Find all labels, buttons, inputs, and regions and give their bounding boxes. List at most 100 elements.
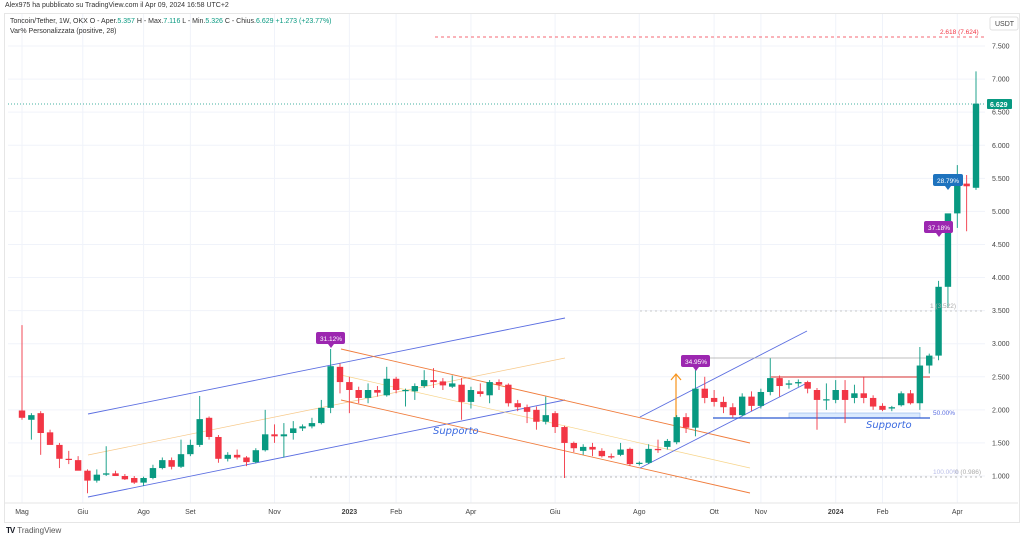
candle[interactable] [205, 416, 213, 440]
candle[interactable] [972, 71, 980, 190]
candle[interactable] [56, 442, 63, 469]
candle[interactable] [439, 378, 447, 391]
candle[interactable] [486, 380, 493, 404]
candle[interactable] [561, 425, 568, 478]
candle[interactable] [570, 441, 578, 453]
candle[interactable] [944, 213, 952, 308]
candle[interactable] [243, 456, 250, 467]
candle[interactable] [346, 376, 353, 414]
candle[interactable] [767, 358, 774, 396]
candle[interactable] [579, 444, 587, 455]
candle[interactable] [140, 476, 147, 486]
candle[interactable] [785, 380, 793, 389]
candle[interactable] [392, 376, 400, 394]
candle[interactable] [46, 429, 54, 445]
candle[interactable] [598, 448, 606, 458]
candle[interactable] [795, 379, 802, 387]
candle[interactable] [888, 405, 896, 412]
candle[interactable] [383, 366, 390, 397]
candle[interactable] [215, 434, 222, 463]
candle[interactable] [963, 175, 970, 232]
candle[interactable] [776, 375, 783, 397]
candle[interactable] [935, 280, 942, 361]
candle[interactable] [542, 396, 549, 425]
candle[interactable] [168, 457, 175, 470]
candle[interactable] [18, 325, 26, 420]
candle[interactable] [149, 464, 157, 480]
candle[interactable] [430, 368, 437, 389]
candle[interactable] [28, 413, 35, 440]
candle[interactable] [159, 457, 166, 470]
candle[interactable] [196, 395, 203, 447]
time-axis[interactable]: Mag Giu Ago Set Nov 2023 Feb Apr Giu Ago Ott Nov 202… [4, 502, 1018, 516]
price-axis[interactable]: 1.000 1.500 2.000 2.500 3.000 3.500 4.000 4.500… [992, 44, 1010, 481]
candle[interactable] [402, 388, 409, 407]
candle[interactable] [65, 450, 72, 465]
indicator-legend[interactable]: Var% Personalizzata (positive, 28) [10, 28, 117, 35]
candle[interactable] [290, 421, 297, 440]
candle[interactable] [673, 415, 680, 445]
candle[interactable] [449, 375, 456, 389]
candle[interactable] [271, 424, 278, 443]
candle[interactable] [748, 391, 755, 412]
candle[interactable] [318, 399, 325, 425]
candle[interactable] [467, 386, 475, 409]
candle[interactable] [261, 409, 269, 452]
candle[interactable] [252, 448, 260, 464]
candle[interactable] [738, 393, 746, 417]
candle[interactable] [233, 449, 241, 460]
candle[interactable] [74, 456, 82, 471]
candle[interactable] [841, 380, 849, 424]
candle[interactable] [617, 442, 624, 457]
candle[interactable] [729, 403, 737, 418]
candle[interactable] [645, 444, 652, 465]
candle[interactable] [608, 453, 615, 459]
candle[interactable] [336, 363, 344, 394]
candle[interactable] [112, 470, 119, 476]
candle[interactable] [308, 417, 316, 429]
candle[interactable] [636, 461, 643, 466]
candle[interactable] [860, 376, 867, 404]
candle[interactable] [869, 395, 877, 410]
candle[interactable] [299, 424, 306, 432]
candle[interactable] [851, 384, 858, 404]
candle[interactable] [720, 396, 727, 414]
candle[interactable] [682, 413, 690, 434]
candle[interactable] [804, 380, 811, 394]
candle[interactable] [177, 439, 185, 469]
candle[interactable] [102, 446, 110, 476]
candle[interactable] [523, 404, 531, 424]
candle[interactable] [654, 439, 662, 453]
candle[interactable] [907, 390, 914, 405]
candle[interactable] [879, 403, 886, 412]
candle[interactable] [411, 383, 419, 400]
candle[interactable] [916, 347, 924, 410]
candle[interactable] [420, 370, 428, 389]
candle[interactable] [710, 390, 718, 407]
candle[interactable] [514, 399, 521, 412]
candle[interactable] [364, 383, 372, 404]
candle[interactable] [37, 411, 44, 455]
candle[interactable] [280, 423, 288, 458]
candle[interactable] [327, 348, 334, 414]
candle[interactable] [823, 383, 830, 410]
candle[interactable] [505, 383, 512, 407]
candle[interactable] [926, 353, 933, 374]
candle[interactable] [355, 386, 362, 404]
candle[interactable] [187, 439, 194, 457]
candle[interactable] [224, 452, 231, 462]
candle[interactable] [121, 474, 129, 480]
candle[interactable] [84, 469, 91, 494]
candle[interactable] [533, 406, 540, 430]
candle[interactable] [477, 383, 484, 397]
candle[interactable] [701, 376, 708, 404]
candle[interactable] [374, 386, 381, 397]
candle[interactable] [664, 438, 671, 450]
candle[interactable] [495, 379, 503, 391]
candle[interactable] [458, 378, 465, 420]
candle[interactable] [813, 388, 821, 430]
candle[interactable] [551, 411, 559, 434]
candle[interactable] [757, 388, 765, 409]
currency-button[interactable]: USDT [989, 16, 1019, 31]
